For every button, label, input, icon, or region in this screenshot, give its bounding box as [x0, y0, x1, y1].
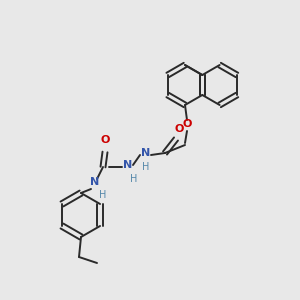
- Text: H: H: [99, 190, 107, 200]
- Text: O: O: [174, 124, 184, 134]
- Text: N: N: [90, 177, 100, 187]
- Text: N: N: [141, 148, 151, 158]
- Text: H: H: [130, 174, 138, 184]
- Text: H: H: [142, 162, 150, 172]
- Text: N: N: [123, 160, 133, 170]
- Text: O: O: [182, 119, 192, 129]
- Text: O: O: [100, 135, 110, 145]
